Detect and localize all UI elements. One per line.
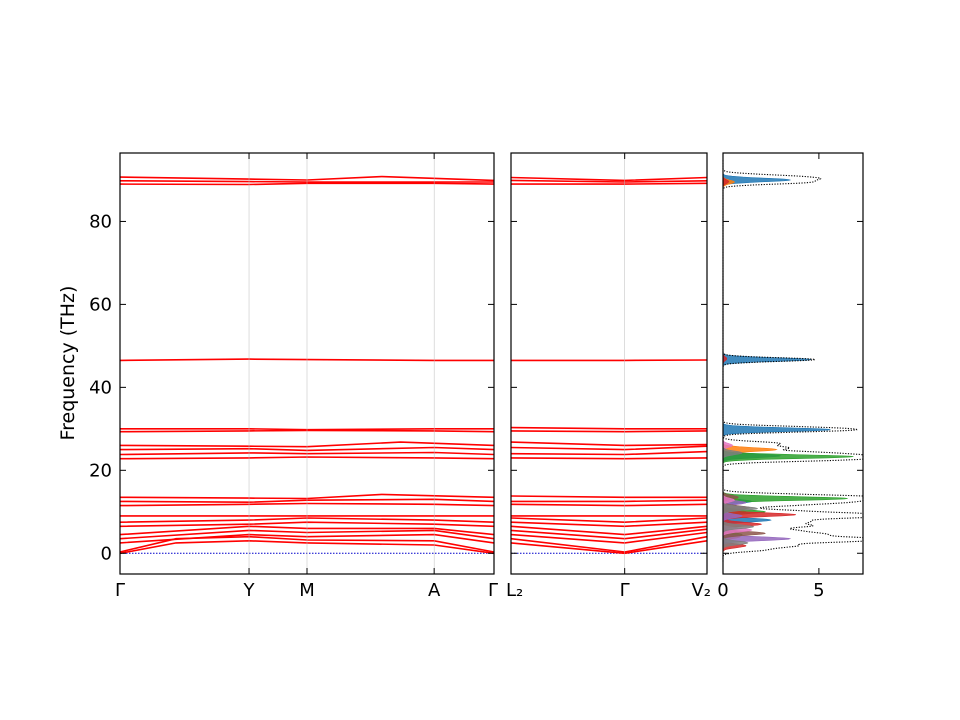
dos-y-ticks	[723, 220, 863, 554]
y-tick-label: 60	[89, 294, 112, 315]
x-tick-label: Γ	[620, 580, 630, 601]
dos-panel-frame	[722, 152, 864, 575]
phonon-band-line	[119, 539, 495, 555]
band-structure-panel-1: 0 20 40 60 80 Γ Y M A Γ Frequency (THz)	[57, 152, 498, 601]
phonon-band-line	[119, 535, 495, 553]
phonon-band-line	[511, 182, 708, 185]
y-axis-label: Frequency (THz)	[57, 286, 79, 441]
band-structure-panel-2: L₂ Γ V₂	[506, 152, 711, 601]
y-axis-ticks: 0 20 40 60 80	[89, 211, 494, 564]
x-tick-label: Γ	[488, 580, 498, 601]
x-tick-label: V₂	[691, 580, 711, 601]
x-tick-label: 0	[717, 580, 728, 601]
phonon-band-line	[510, 457, 708, 460]
panel-2-frame	[510, 152, 708, 575]
y-tick-label: 40	[89, 377, 112, 398]
x-tick-label: A	[428, 580, 441, 601]
band-lines-1	[119, 153, 495, 574]
x-tick-label: 5	[813, 580, 824, 601]
y-tick-label: 20	[89, 460, 112, 481]
x-tick-label: M	[299, 580, 315, 601]
x-tick-label: L₂	[506, 580, 523, 601]
band-lines-2	[510, 153, 708, 574]
panel-2-y-ticks	[511, 220, 707, 554]
x-axis-ticks-2: L₂ Γ V₂	[506, 153, 711, 601]
y-tick-label: 0	[101, 543, 112, 564]
x-tick-label: Y	[243, 580, 256, 601]
x-tick-label: Γ	[115, 580, 125, 601]
phonon-band-line	[510, 430, 708, 433]
y-tick-label: 80	[89, 211, 112, 232]
dos-total-line	[722, 159, 864, 562]
